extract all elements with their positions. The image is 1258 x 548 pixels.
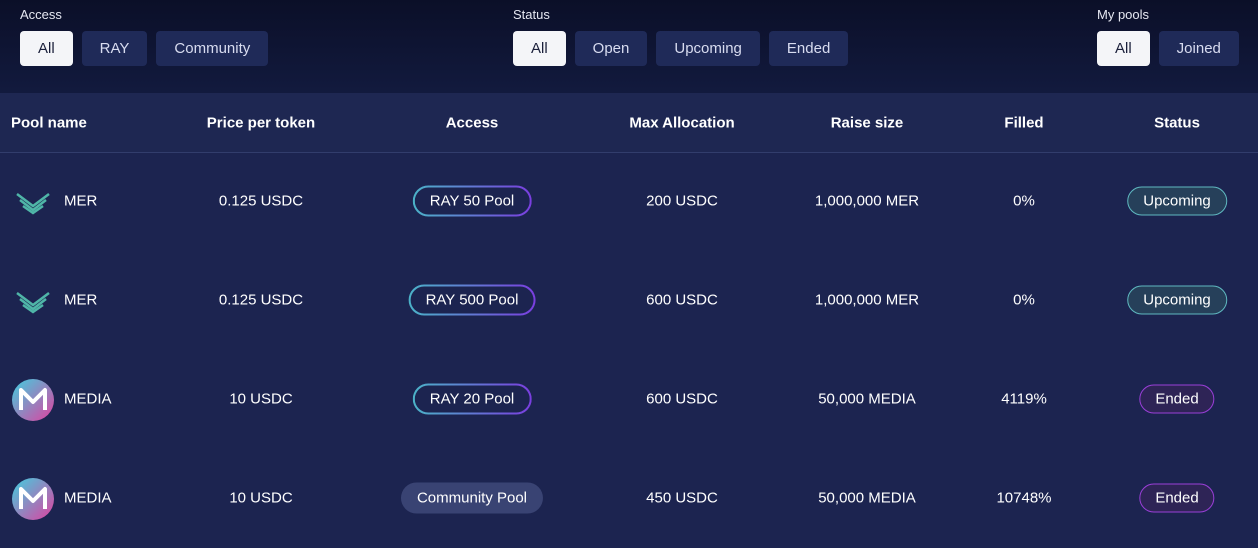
table-cell: 0.125 USDC xyxy=(218,291,304,309)
pool-icon xyxy=(11,279,55,328)
access-badge: RAY 50 Pool xyxy=(413,186,532,217)
table-cell: 10 USDC xyxy=(229,390,293,408)
table-cell: 4119% xyxy=(1001,390,1047,408)
table-cell: 50,000 MEDIA xyxy=(818,489,916,507)
column-header: Status xyxy=(1154,114,1200,132)
column-header: Raise size xyxy=(830,114,904,132)
filter-label: Status xyxy=(513,7,550,22)
pool-name: MEDIA xyxy=(64,390,112,408)
table-header: Pool name Price per token Access Max Alloca… xyxy=(0,93,1258,153)
filter-button[interactable]: Ended xyxy=(768,31,849,66)
access-badge: RAY 20 Pool xyxy=(413,384,532,415)
filter-label: Access xyxy=(20,7,62,22)
filter-button[interactable]: Upcoming xyxy=(656,31,760,66)
filter-group: My pools All Joined xyxy=(1097,7,1239,66)
status-badge: Ended xyxy=(1139,483,1215,513)
table-cell: 0.125 USDC xyxy=(218,192,304,210)
status-cell: Upcoming xyxy=(1127,186,1227,216)
column-header: Price per token xyxy=(206,114,316,132)
access-cell: RAY 500 Pool xyxy=(409,285,536,316)
filter-label: My pools xyxy=(1097,7,1150,22)
column-header: Max Allocation xyxy=(629,114,735,132)
pool-name: MER xyxy=(64,192,98,210)
table-cell: 1,000,000 MER xyxy=(814,291,920,309)
status-cell: Ended xyxy=(1139,483,1215,513)
table-row[interactable]: MER 0.125 USDC 600 USDC 1,000,000 MER 0% RAY … xyxy=(0,251,1258,350)
table-cell: 200 USDC xyxy=(646,192,718,210)
table-cell: 600 USDC xyxy=(646,291,718,309)
filter-button[interactable]: All xyxy=(20,31,73,66)
filter-button[interactable]: All xyxy=(513,31,566,66)
table-cell: 450 USDC xyxy=(646,489,718,507)
filter-button[interactable]: RAY xyxy=(81,31,148,66)
filter-button[interactable]: Joined xyxy=(1158,31,1239,66)
pool-icon xyxy=(11,180,55,229)
filter-button[interactable]: Open xyxy=(574,31,648,66)
column-header: Access xyxy=(445,114,499,132)
filter-button[interactable]: All xyxy=(1097,31,1150,66)
pool-name: MER xyxy=(64,291,98,309)
access-cell: RAY 20 Pool xyxy=(413,384,532,415)
table-cell: 0% xyxy=(1013,291,1035,309)
filter-group: Access All RAY Community xyxy=(20,7,269,66)
table-cell: 0% xyxy=(1013,192,1035,210)
column-header: Pool name xyxy=(11,114,87,132)
table-cell: 10 USDC xyxy=(229,489,293,507)
status-badge: Upcoming xyxy=(1127,285,1227,315)
filter-bar: Access All RAY Community Status All Open… xyxy=(0,0,1258,93)
filter-group: Status All Open Upcoming Ended xyxy=(513,7,849,66)
access-cell: RAY 50 Pool xyxy=(413,186,532,217)
status-cell: Upcoming xyxy=(1127,285,1227,315)
pool-icon xyxy=(11,378,55,427)
table-row[interactable]: MEDIA 10 USDC 450 USDC 50,000 MEDIA 10748% Co… xyxy=(0,449,1258,548)
access-badge: Community Pool xyxy=(400,482,544,514)
table-cell: 600 USDC xyxy=(646,390,718,408)
status-badge: Ended xyxy=(1139,384,1215,414)
status-cell: Ended xyxy=(1139,384,1215,414)
table-cell: 10748% xyxy=(996,489,1052,507)
access-badge: RAY 500 Pool xyxy=(409,285,536,316)
filter-button[interactable]: Community xyxy=(156,31,269,66)
status-badge: Upcoming xyxy=(1127,186,1227,216)
table-cell: 50,000 MEDIA xyxy=(818,390,916,408)
table-cell: 1,000,000 MER xyxy=(814,192,920,210)
column-header: Filled xyxy=(1004,114,1044,132)
table-row[interactable]: MEDIA 10 USDC 600 USDC 50,000 MEDIA 4119% RAY… xyxy=(0,350,1258,449)
table-row[interactable]: MER 0.125 USDC 200 USDC 1,000,000 MER 0% RAY … xyxy=(0,152,1258,251)
access-cell: Community Pool xyxy=(400,482,544,514)
pool-name: MEDIA xyxy=(64,489,112,507)
pool-icon xyxy=(11,477,55,526)
